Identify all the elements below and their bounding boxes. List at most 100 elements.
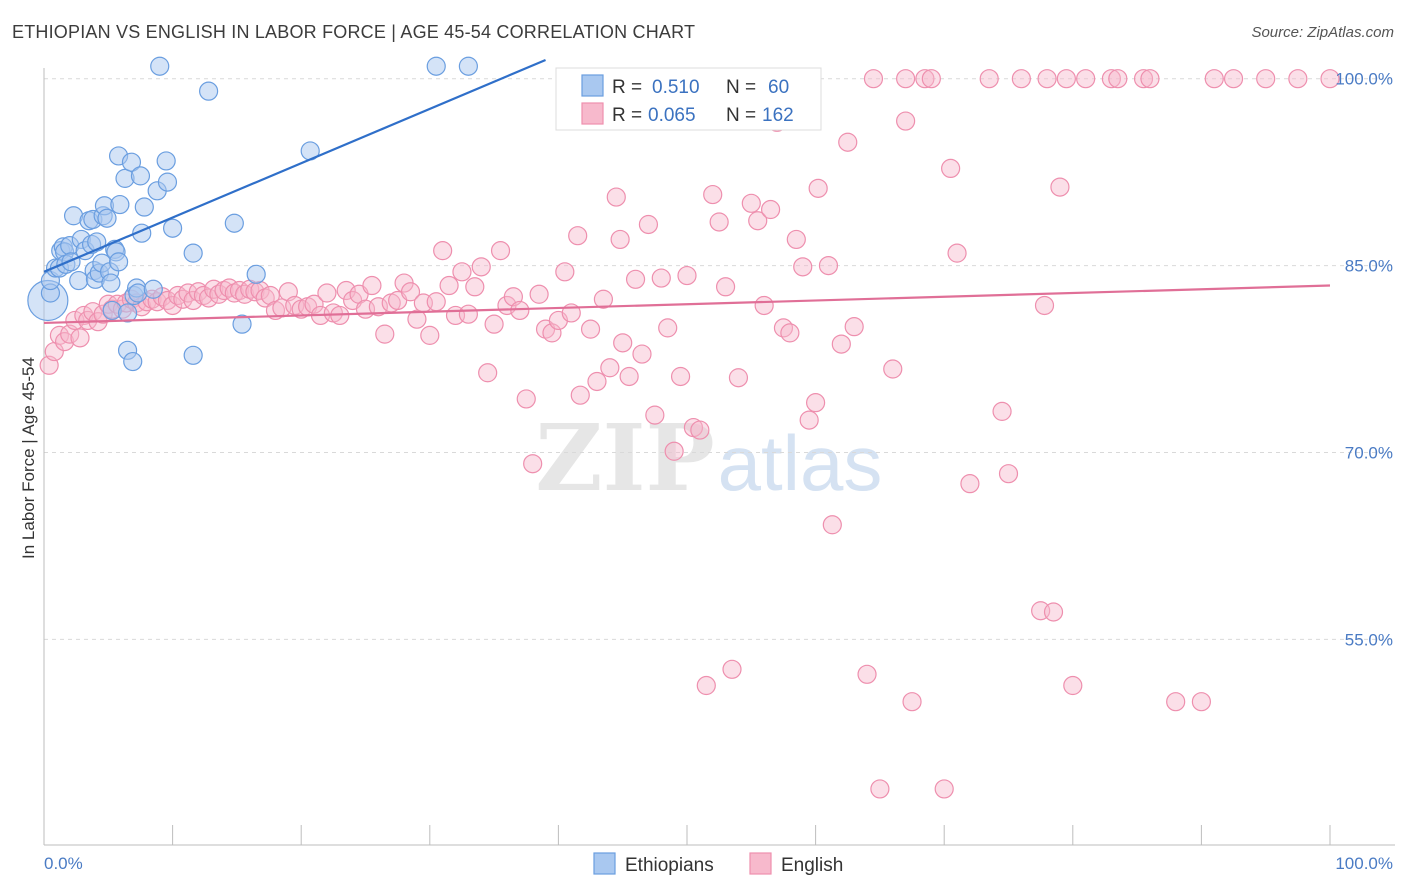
english-point: [728, 368, 749, 388]
english-point: [260, 285, 280, 306]
english-point: [760, 199, 781, 220]
english-point: [902, 692, 922, 712]
english-point: [484, 314, 504, 334]
english-point: [703, 184, 723, 205]
english-point: [1011, 69, 1031, 89]
ethiopian-point: [150, 56, 170, 76]
axes: [43, 68, 1395, 846]
english-point: [613, 333, 633, 353]
english-point: [1204, 69, 1224, 89]
english-point: [638, 214, 659, 235]
y-tick-label: 100.0%: [1335, 70, 1393, 89]
watermark-zip: ZIP: [535, 404, 714, 512]
english-point: [941, 158, 961, 179]
english-point: [838, 132, 858, 152]
english-point: [979, 69, 999, 89]
english-point: [529, 284, 549, 304]
bottom-legend-label-ethiopians: Ethiopians: [625, 855, 714, 876]
english-point: [632, 344, 652, 364]
ethiopian-point: [143, 279, 163, 299]
ethiopian-point: [123, 351, 143, 372]
english-point: [375, 324, 395, 344]
legend-n-value-ethiopians: 60: [768, 77, 789, 98]
english-point: [420, 325, 440, 345]
bottom-legend-swatch-english: [749, 852, 772, 875]
english-point: [857, 664, 877, 684]
x-tick-label: 0.0%: [44, 854, 83, 873]
english-point: [336, 280, 356, 301]
english-point: [818, 255, 839, 276]
english-point: [523, 454, 543, 474]
english-point: [1191, 692, 1212, 712]
english-point: [947, 243, 967, 263]
english-point: [49, 325, 70, 345]
y-axis-label: In Labor Force | Age 45-54: [19, 357, 38, 559]
english-point: [786, 229, 806, 250]
english-point: [690, 420, 710, 440]
english-point: [229, 280, 250, 301]
english-point: [934, 779, 954, 799]
english-point: [645, 405, 665, 425]
english-point: [465, 277, 485, 297]
english-point: [362, 275, 382, 296]
english-point: [478, 363, 498, 383]
english-point: [209, 284, 229, 304]
english-point: [1288, 69, 1308, 89]
english-point: [780, 323, 800, 343]
english-point: [831, 334, 851, 354]
ethiopian-point: [426, 56, 446, 76]
y-tick-labels: 100.0% 85.0% 70.0% 55.0%: [1335, 70, 1393, 650]
english-point: [317, 283, 337, 303]
english-point: [670, 366, 691, 387]
english-point: [870, 779, 890, 799]
legend-r-label-ethiopians: R =: [612, 77, 642, 98]
english-point: [224, 283, 244, 303]
english-point: [1037, 69, 1057, 89]
english-point: [799, 410, 819, 430]
english-point: [805, 393, 826, 413]
english-point: [1166, 692, 1186, 712]
ethiopian-point: [69, 270, 89, 291]
grid-lines: [44, 78, 1395, 640]
english-point: [407, 309, 427, 329]
english-point: [193, 285, 214, 306]
english-point: [163, 295, 183, 316]
english-point: [568, 226, 588, 246]
legend-swatch-english: [581, 102, 604, 125]
english-point: [516, 389, 536, 409]
english-point: [400, 282, 421, 302]
english-trend-line: [43, 284, 1331, 325]
english-point: [1043, 602, 1064, 622]
english-point: [960, 474, 980, 494]
english-point: [593, 289, 614, 309]
english-point: [433, 241, 453, 261]
chart-source: Source: ZipAtlas.com: [1251, 24, 1394, 41]
english-point: [844, 317, 864, 337]
english-point: [1034, 295, 1055, 316]
ethiopian-point: [232, 314, 252, 334]
ethiopian-point: [130, 166, 151, 186]
english-point: [748, 211, 768, 231]
ethiopian-point: [87, 232, 107, 252]
legend-swatch-ethiopians: [581, 74, 604, 97]
english-point: [555, 262, 575, 282]
english-point: [619, 366, 639, 387]
english-point: [896, 69, 916, 89]
ethiopian-point: [117, 303, 138, 323]
chart-title: ETHIOPIAN VS ENGLISH IN LABOR FORCE | AG…: [12, 22, 696, 42]
ethiopian-point: [183, 243, 203, 263]
english-point: [439, 275, 459, 296]
english-point: [773, 318, 794, 338]
english-point: [304, 294, 324, 314]
english-point: [722, 659, 742, 679]
english-point: [490, 241, 511, 261]
legend-n-value-english: 162: [762, 105, 794, 126]
english-point: [1108, 69, 1128, 89]
english-point: [863, 69, 884, 89]
english-point: [664, 441, 684, 461]
ethiopian-point: [458, 56, 478, 76]
ethiopian-point: [183, 345, 203, 365]
ethiopian-point: [134, 197, 154, 217]
ethiopian-point: [246, 264, 266, 284]
